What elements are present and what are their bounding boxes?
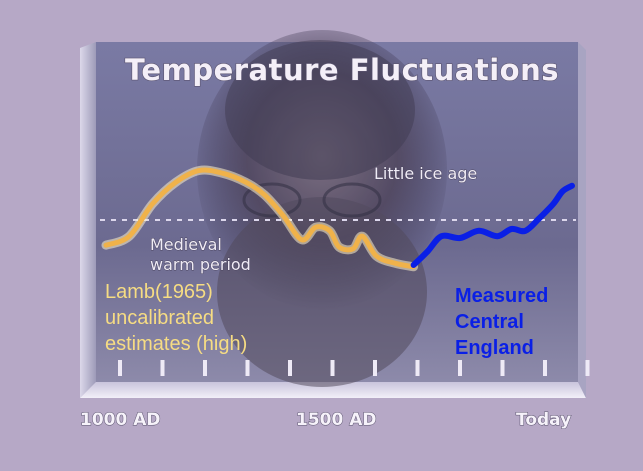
x-tick-mark — [415, 360, 420, 376]
x-tick-mark — [458, 360, 462, 376]
x-tick-mark — [288, 360, 292, 376]
period-label-medieval-line1: Medieval — [150, 235, 222, 254]
x-tick-mark — [330, 360, 335, 376]
x-tick-mark — [500, 360, 505, 376]
period-label-little-ice-age: Little ice age — [374, 164, 477, 183]
x-axis-ticks — [118, 360, 590, 376]
annotation-lamb-line1: Lamb(1965) — [105, 281, 213, 303]
period-label-medieval-line2: warm period — [150, 255, 251, 274]
series-line-lamb-estimate — [103, 167, 417, 270]
x-tick-mark — [373, 360, 377, 376]
x-tick-mark — [543, 360, 547, 376]
annotation-measured-line1: Measured — [455, 285, 548, 307]
portrait-overlay — [197, 30, 447, 387]
x-tick-mark — [118, 360, 122, 376]
x-tick-mark — [245, 360, 250, 376]
panel-left-bevel — [80, 42, 96, 398]
annotation-lamb-line2: uncalibrated — [105, 307, 214, 329]
annotation-measured-line2: Central — [455, 311, 524, 333]
annotation-lamb-line3: estimates (high) — [105, 333, 247, 355]
chart-title: Temperature Fluctuations — [125, 53, 559, 87]
x-tick-label-today: Today — [516, 410, 571, 430]
panel-right-edge — [578, 42, 586, 398]
annotation-measured-line3: England — [455, 337, 534, 359]
series-line-measured-central-england — [410, 182, 575, 268]
x-tick-mark — [160, 360, 165, 376]
x-tick-label-1500ad: 1500 AD — [296, 410, 377, 430]
panel-bottom-bevel — [80, 382, 586, 398]
x-tick-mark — [585, 360, 590, 376]
x-tick-label-1000ad: 1000 AD — [80, 410, 161, 430]
x-tick-mark — [203, 360, 207, 376]
